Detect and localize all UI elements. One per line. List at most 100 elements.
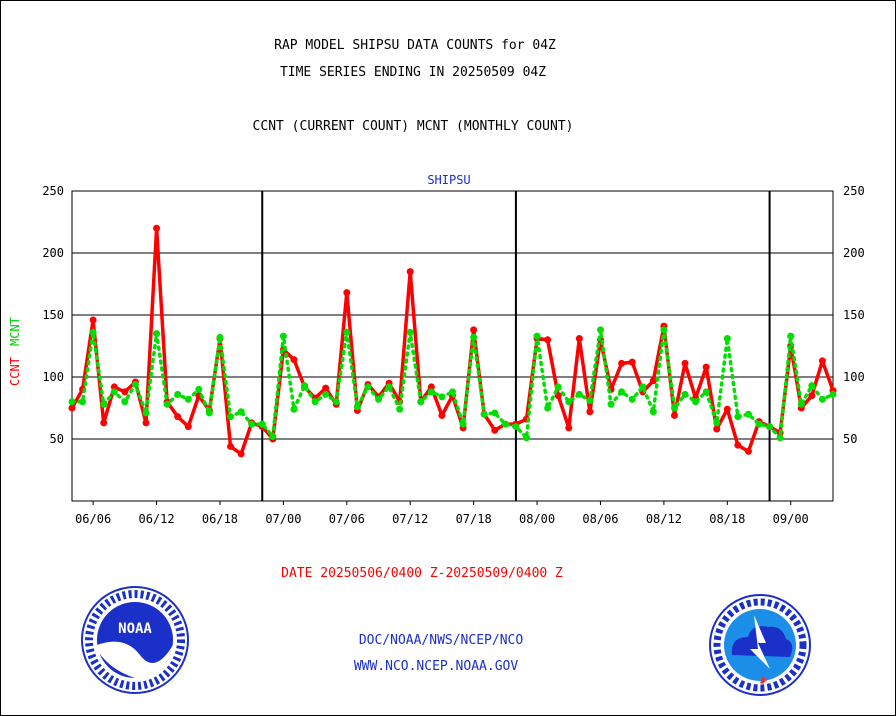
data-point-mcnt xyxy=(121,398,129,406)
y-tick-label-left: 100 xyxy=(42,370,64,384)
data-point-ccnt xyxy=(575,335,583,343)
data-point-ccnt xyxy=(184,423,192,431)
data-point-mcnt xyxy=(501,420,509,428)
credit-line-2: WWW.NCO.NCEP.NOAA.GOV xyxy=(353,659,519,674)
data-point-ccnt xyxy=(343,289,351,297)
plot-title: SHIPSU xyxy=(427,173,470,187)
data-point-mcnt xyxy=(459,420,467,428)
data-point-mcnt xyxy=(544,404,552,412)
data-point-ccnt xyxy=(808,392,816,400)
data-point-mcnt xyxy=(68,398,76,406)
data-point-mcnt xyxy=(723,335,731,343)
y-label-ccnt: CCNT xyxy=(8,357,22,386)
x-tick-label: 08/12 xyxy=(646,512,682,526)
data-point-mcnt xyxy=(554,383,562,391)
x-tick-label: 06/06 xyxy=(75,512,111,526)
data-point-mcnt xyxy=(131,380,139,388)
date-range: DATE 20250506/0400 Z-20250509/0400 Z xyxy=(281,566,563,581)
data-point-ccnt xyxy=(702,363,710,371)
plot-area: 50 50 100 100 150 150 200 200 250 250 06/06 06/12 06… xyxy=(42,184,864,526)
data-point-mcnt xyxy=(290,405,298,413)
data-point-mcnt xyxy=(110,388,118,396)
noaa-logo: NOAA xyxy=(81,586,189,694)
data-point-mcnt xyxy=(734,413,742,421)
data-point-ccnt xyxy=(734,441,742,449)
data-point-ccnt xyxy=(322,384,330,392)
data-point-mcnt xyxy=(237,408,245,416)
data-point-ccnt xyxy=(68,404,76,412)
data-point-mcnt xyxy=(628,395,636,403)
data-point-ccnt xyxy=(565,424,573,432)
y-tick-label-left: 150 xyxy=(42,308,64,322)
data-point-mcnt xyxy=(153,330,161,338)
data-point-mcnt xyxy=(311,398,319,406)
x-tick-label: 07/18 xyxy=(456,512,492,526)
data-point-mcnt xyxy=(353,403,361,411)
data-point-mcnt xyxy=(332,398,340,406)
data-point-mcnt xyxy=(480,410,488,418)
data-point-ccnt xyxy=(713,425,721,433)
data-point-mcnt xyxy=(670,404,678,412)
data-point-ccnt xyxy=(174,413,182,421)
data-point-mcnt xyxy=(607,400,615,408)
data-point-ccnt xyxy=(153,224,161,232)
data-point-mcnt xyxy=(205,409,213,417)
data-point-ccnt xyxy=(427,383,435,391)
data-point-mcnt xyxy=(322,390,330,398)
data-point-mcnt xyxy=(808,382,816,390)
data-point-mcnt xyxy=(660,326,668,334)
data-point-ccnt xyxy=(100,419,108,427)
data-point-mcnt xyxy=(470,333,478,341)
data-point-mcnt xyxy=(565,398,573,406)
data-point-mcnt xyxy=(184,395,192,403)
data-point-ccnt xyxy=(618,359,626,367)
data-point-mcnt xyxy=(755,420,763,428)
data-point-ccnt xyxy=(290,356,298,364)
y-tick-label-left: 200 xyxy=(42,246,64,260)
data-point-mcnt xyxy=(575,390,583,398)
y-tick-label-right: 50 xyxy=(843,432,857,446)
data-point-mcnt xyxy=(375,395,383,403)
data-point-mcnt xyxy=(449,388,456,396)
data-point-mcnt xyxy=(776,434,784,442)
data-point-ccnt xyxy=(227,442,235,450)
data-point-ccnt xyxy=(491,426,499,434)
data-point-mcnt xyxy=(744,410,752,418)
credit-line-1: DOC/NOAA/NWS/NCEP/NCO xyxy=(358,633,524,648)
data-point-mcnt xyxy=(818,395,826,403)
y-tick-label-right: 200 xyxy=(843,246,865,260)
data-point-mcnt xyxy=(533,332,541,340)
data-point-ccnt xyxy=(723,405,731,413)
data-point-mcnt xyxy=(692,398,700,406)
data-point-mcnt xyxy=(163,400,171,408)
data-point-ccnt xyxy=(670,411,678,419)
data-point-mcnt xyxy=(364,383,372,391)
data-point-mcnt xyxy=(618,388,626,396)
x-tick-label: 08/00 xyxy=(519,512,555,526)
data-point-mcnt xyxy=(829,390,837,398)
x-tick-label: 06/18 xyxy=(202,512,238,526)
data-point-mcnt xyxy=(766,423,774,431)
chart-title-line1: RAP MODEL SHIPSU DATA COUNTS for 04Z xyxy=(274,38,556,53)
data-point-mcnt xyxy=(396,405,404,413)
data-point-ccnt xyxy=(818,357,826,365)
data-point-mcnt xyxy=(512,423,520,431)
data-point-mcnt xyxy=(586,397,594,405)
data-point-mcnt xyxy=(491,409,499,417)
data-point-mcnt xyxy=(406,328,414,336)
national-weather-service-logo xyxy=(709,594,811,696)
data-point-mcnt xyxy=(269,433,277,441)
data-point-mcnt xyxy=(248,420,256,428)
y-tick-label-left: 250 xyxy=(42,184,64,198)
data-point-mcnt xyxy=(797,400,805,408)
x-tick-label: 07/06 xyxy=(329,512,365,526)
data-point-ccnt xyxy=(470,326,478,334)
data-point-mcnt xyxy=(258,420,266,428)
data-point-ccnt xyxy=(438,411,446,419)
chart-title-line2: TIME SERIES ENDING IN 20250509 04Z xyxy=(279,65,547,80)
data-point-mcnt xyxy=(522,434,530,442)
data-point-mcnt xyxy=(787,332,795,340)
data-point-ccnt xyxy=(681,359,689,367)
data-point-mcnt xyxy=(301,382,309,390)
